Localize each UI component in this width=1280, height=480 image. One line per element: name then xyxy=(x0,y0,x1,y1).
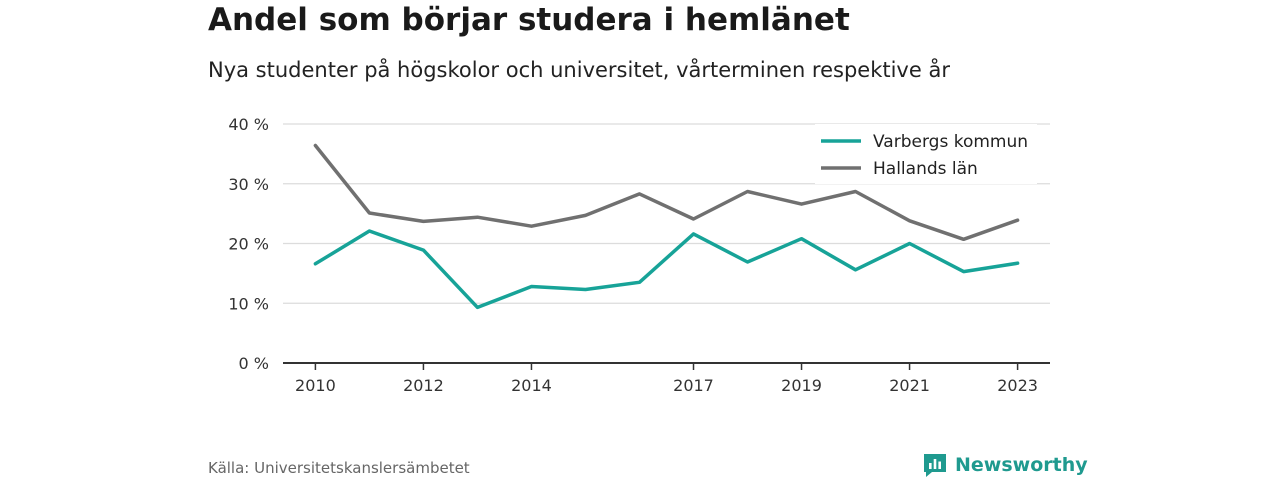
legend-label-varbergs-kommun: Varbergs kommun xyxy=(873,132,1028,152)
x-axis-ticks: 2010 2012 2014 2017 2019 2021 2023 xyxy=(295,363,1038,395)
legend-background xyxy=(815,124,1037,184)
x-tick-label: 2021 xyxy=(889,376,930,395)
brand-name: Newsworthy xyxy=(955,454,1088,476)
x-tick-label: 2017 xyxy=(673,376,714,395)
legend: Varbergs kommun Hallands län xyxy=(815,124,1037,184)
chart-subtitle: Nya studenter på högskolor och universit… xyxy=(208,58,950,82)
series-layer xyxy=(313,143,1020,310)
y-tick-label: 30 % xyxy=(228,175,269,194)
newsworthy-logo-icon xyxy=(924,454,946,477)
y-tick-label: 0 % xyxy=(239,354,269,373)
source-note: Källa: Universitetskanslersämbetet xyxy=(208,459,470,477)
x-tick-label: 2012 xyxy=(403,376,444,395)
series-line-varbergs-kommun xyxy=(313,229,1020,310)
x-tick-label: 2019 xyxy=(781,376,822,395)
y-tick-label: 20 % xyxy=(228,235,269,254)
series-line-hallands-lan xyxy=(313,143,1020,242)
x-tick-label: 2014 xyxy=(511,376,552,395)
legend-label-hallands-lan: Hallands län xyxy=(873,159,978,179)
y-tick-label: 40 % xyxy=(228,115,269,134)
x-tick-label: 2023 xyxy=(997,376,1038,395)
chart-title: Andel som börjar studera i hemlänet xyxy=(208,2,850,38)
brand-logo[interactable]: Newsworthy xyxy=(922,450,1088,480)
line-chart: 0 % 10 % 20 % 30 % 40 % 2010 2012 2014 2017 2019… xyxy=(228,115,1050,395)
y-axis-ticks: 0 % 10 % 20 % 30 % 40 % xyxy=(228,115,269,373)
y-tick-label: 10 % xyxy=(228,294,269,313)
x-tick-label: 2010 xyxy=(295,376,336,395)
